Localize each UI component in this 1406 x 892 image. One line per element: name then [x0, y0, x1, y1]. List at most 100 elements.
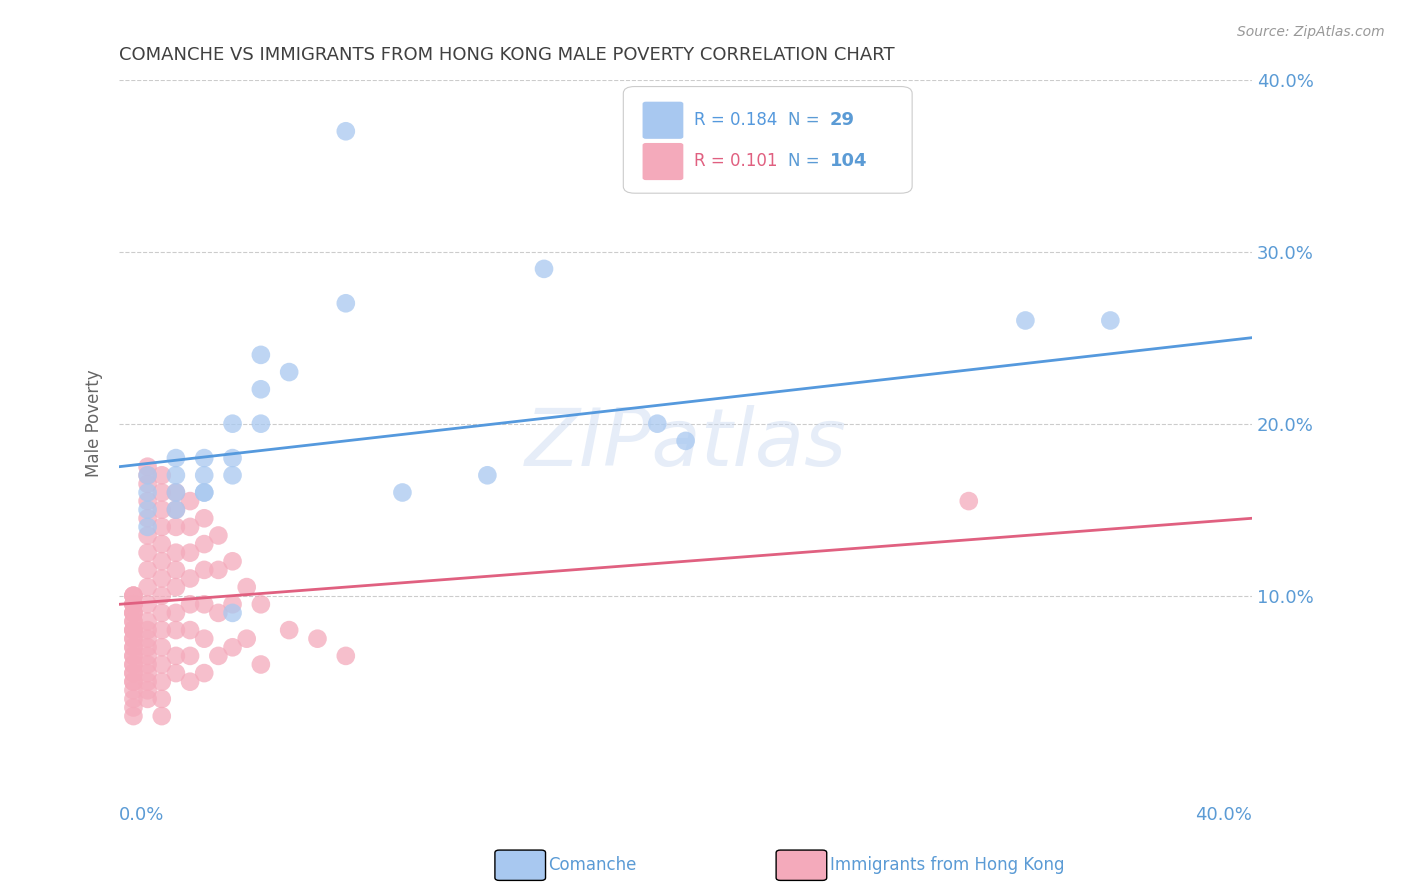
Point	[165, 623, 187, 637]
Point	[150, 623, 173, 637]
Point	[193, 485, 215, 500]
Point	[207, 648, 229, 663]
Point	[122, 640, 145, 655]
Text: ZIPatlas: ZIPatlas	[524, 405, 846, 483]
Point	[122, 648, 145, 663]
Point	[193, 666, 215, 681]
Point	[122, 597, 145, 611]
Point	[250, 417, 273, 431]
Point	[150, 485, 173, 500]
Point	[150, 709, 173, 723]
Point	[136, 563, 159, 577]
Point	[207, 528, 229, 542]
Point	[122, 657, 145, 672]
Point	[136, 468, 159, 483]
Point	[179, 597, 201, 611]
Point	[193, 563, 215, 577]
Point	[122, 597, 145, 611]
Point	[122, 589, 145, 603]
Text: N =: N =	[787, 152, 824, 169]
FancyBboxPatch shape	[623, 87, 912, 194]
Point	[165, 502, 187, 516]
Text: 104: 104	[830, 152, 868, 169]
Point	[165, 485, 187, 500]
Point	[335, 648, 357, 663]
Point	[122, 615, 145, 629]
Point	[193, 451, 215, 466]
Point	[122, 597, 145, 611]
Point	[957, 494, 980, 508]
Point	[193, 485, 215, 500]
Y-axis label: Male Poverty: Male Poverty	[86, 370, 103, 477]
Point	[150, 468, 173, 483]
Point	[221, 468, 243, 483]
Point	[122, 589, 145, 603]
Point	[150, 554, 173, 568]
Point	[122, 606, 145, 620]
Point	[278, 623, 301, 637]
Point	[675, 434, 697, 448]
Point	[122, 606, 145, 620]
Text: Source: ZipAtlas.com: Source: ZipAtlas.com	[1237, 25, 1385, 39]
Point	[150, 502, 173, 516]
Point	[150, 640, 173, 655]
Point	[250, 382, 273, 396]
Point	[193, 511, 215, 525]
Point	[150, 674, 173, 689]
Point	[307, 632, 329, 646]
Point	[165, 451, 187, 466]
Point	[165, 485, 187, 500]
Point	[122, 709, 145, 723]
Point	[150, 572, 173, 586]
Point	[136, 546, 159, 560]
Point	[165, 666, 187, 681]
Point	[179, 623, 201, 637]
Text: Comanche: Comanche	[548, 856, 637, 874]
Point	[179, 572, 201, 586]
Point	[221, 554, 243, 568]
Point	[136, 648, 159, 663]
Point	[165, 502, 187, 516]
Point	[150, 606, 173, 620]
Point	[122, 692, 145, 706]
Point	[122, 674, 145, 689]
Point	[165, 648, 187, 663]
Point	[477, 468, 499, 483]
Point	[193, 597, 215, 611]
Point	[122, 623, 145, 637]
Point	[221, 640, 243, 655]
Point	[278, 365, 301, 379]
Point	[221, 606, 243, 620]
FancyBboxPatch shape	[643, 143, 683, 180]
Text: R = 0.184: R = 0.184	[693, 111, 778, 128]
Point	[136, 468, 159, 483]
Point	[122, 700, 145, 714]
Point	[122, 606, 145, 620]
Point	[122, 640, 145, 655]
Point	[533, 261, 555, 276]
Point	[165, 520, 187, 534]
Point	[136, 494, 159, 508]
Point	[136, 615, 159, 629]
Point	[335, 124, 357, 138]
Point	[150, 692, 173, 706]
Point	[136, 476, 159, 491]
Point	[235, 580, 257, 594]
Point	[250, 597, 273, 611]
Text: Immigrants from Hong Kong: Immigrants from Hong Kong	[830, 856, 1064, 874]
Text: R = 0.101: R = 0.101	[693, 152, 778, 169]
Point	[136, 632, 159, 646]
Point	[1014, 313, 1036, 327]
Text: 0.0%: 0.0%	[120, 805, 165, 823]
Text: 40.0%: 40.0%	[1195, 805, 1251, 823]
Point	[136, 692, 159, 706]
FancyBboxPatch shape	[643, 102, 683, 139]
Point	[1099, 313, 1122, 327]
Point	[136, 623, 159, 637]
Point	[122, 623, 145, 637]
Point	[193, 537, 215, 551]
Point	[136, 640, 159, 655]
Point	[122, 589, 145, 603]
Point	[645, 417, 668, 431]
Point	[122, 623, 145, 637]
